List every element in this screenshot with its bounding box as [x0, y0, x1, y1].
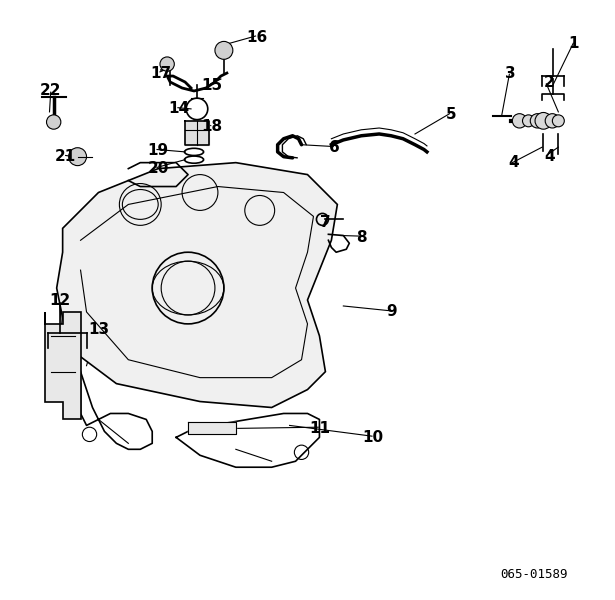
Text: 5: 5	[445, 107, 456, 122]
Text: 3: 3	[506, 65, 516, 80]
Polygon shape	[45, 312, 81, 419]
Polygon shape	[188, 422, 236, 434]
Circle shape	[215, 41, 233, 59]
Text: 14: 14	[169, 101, 189, 116]
Circle shape	[47, 115, 61, 129]
Text: 4: 4	[544, 149, 555, 164]
Text: 8: 8	[356, 230, 367, 245]
Text: 18: 18	[201, 119, 223, 134]
Text: 13: 13	[88, 322, 109, 337]
Circle shape	[69, 148, 87, 166]
Text: 15: 15	[201, 77, 223, 92]
Text: 11: 11	[309, 421, 330, 436]
Circle shape	[545, 113, 560, 128]
Polygon shape	[57, 163, 338, 407]
Text: 9: 9	[386, 304, 397, 319]
Text: 2: 2	[544, 74, 555, 89]
Text: 6: 6	[329, 140, 339, 155]
Text: 22: 22	[40, 83, 62, 98]
Text: 4: 4	[508, 155, 519, 170]
Text: 21: 21	[55, 149, 76, 164]
Text: 19: 19	[148, 143, 169, 158]
Text: 1: 1	[568, 35, 579, 50]
Text: 17: 17	[151, 65, 172, 80]
Circle shape	[530, 113, 545, 128]
Polygon shape	[185, 121, 209, 145]
Text: 7: 7	[320, 215, 331, 230]
Circle shape	[523, 115, 534, 127]
Circle shape	[535, 112, 552, 129]
Circle shape	[160, 57, 174, 71]
Text: 20: 20	[148, 161, 169, 176]
Circle shape	[552, 115, 565, 127]
Text: 10: 10	[363, 430, 384, 445]
Text: 065-01589: 065-01589	[501, 568, 568, 581]
Text: 12: 12	[49, 293, 70, 308]
Text: 16: 16	[246, 30, 268, 45]
Circle shape	[512, 113, 526, 128]
